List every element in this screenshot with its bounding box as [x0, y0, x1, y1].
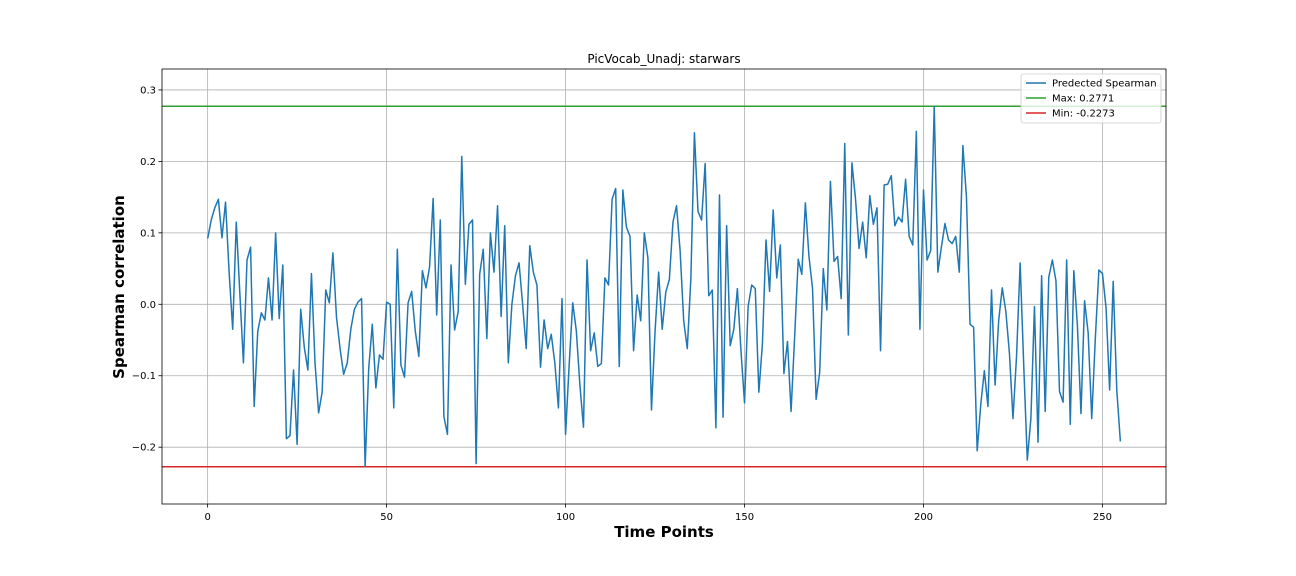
- axes-frame: [161, 68, 1167, 505]
- legend-box: [1020, 73, 1162, 124]
- y-tick-label: −0.2: [132, 443, 156, 454]
- reference-lines: [162, 105, 1166, 468]
- legend: Predected Spearman Max: 0.2771 Min: -0.227…: [1020, 73, 1162, 124]
- x-tick-label: 50: [380, 512, 393, 523]
- y-axis-label: Spearman correlation: [110, 195, 128, 379]
- x-axis-label: Time Points: [614, 523, 714, 541]
- y-tick-label: 0.1: [140, 228, 156, 239]
- series-layer: [206, 105, 1122, 468]
- series-line: [206, 105, 1122, 468]
- y-tick-label: 0.2: [140, 157, 156, 168]
- chart-title: PicVocab_Unadj: starwars: [587, 52, 740, 66]
- x-tick-label: 200: [914, 512, 933, 523]
- x-tick-label: 0: [204, 512, 210, 523]
- x-axis-ticks: 0 50 100 150 200 250: [204, 504, 1112, 523]
- y-axis-ticks: −0.2 −0.1 0.0 0.1 0.2 0.3: [132, 85, 162, 454]
- x-tick-label: 150: [735, 512, 754, 523]
- legend-label: Min: -0.2273: [1052, 109, 1115, 120]
- y-tick-label: −0.1: [132, 371, 156, 382]
- legend-label: Predected Spearman: [1052, 79, 1157, 90]
- y-tick-label: 0.3: [140, 85, 156, 96]
- y-tick-label: 0.0: [140, 300, 156, 311]
- grid: [162, 69, 1166, 504]
- x-tick-label: 250: [1093, 512, 1112, 523]
- x-tick-label: 100: [556, 512, 575, 523]
- legend-label: Max: 0.2771: [1052, 94, 1114, 105]
